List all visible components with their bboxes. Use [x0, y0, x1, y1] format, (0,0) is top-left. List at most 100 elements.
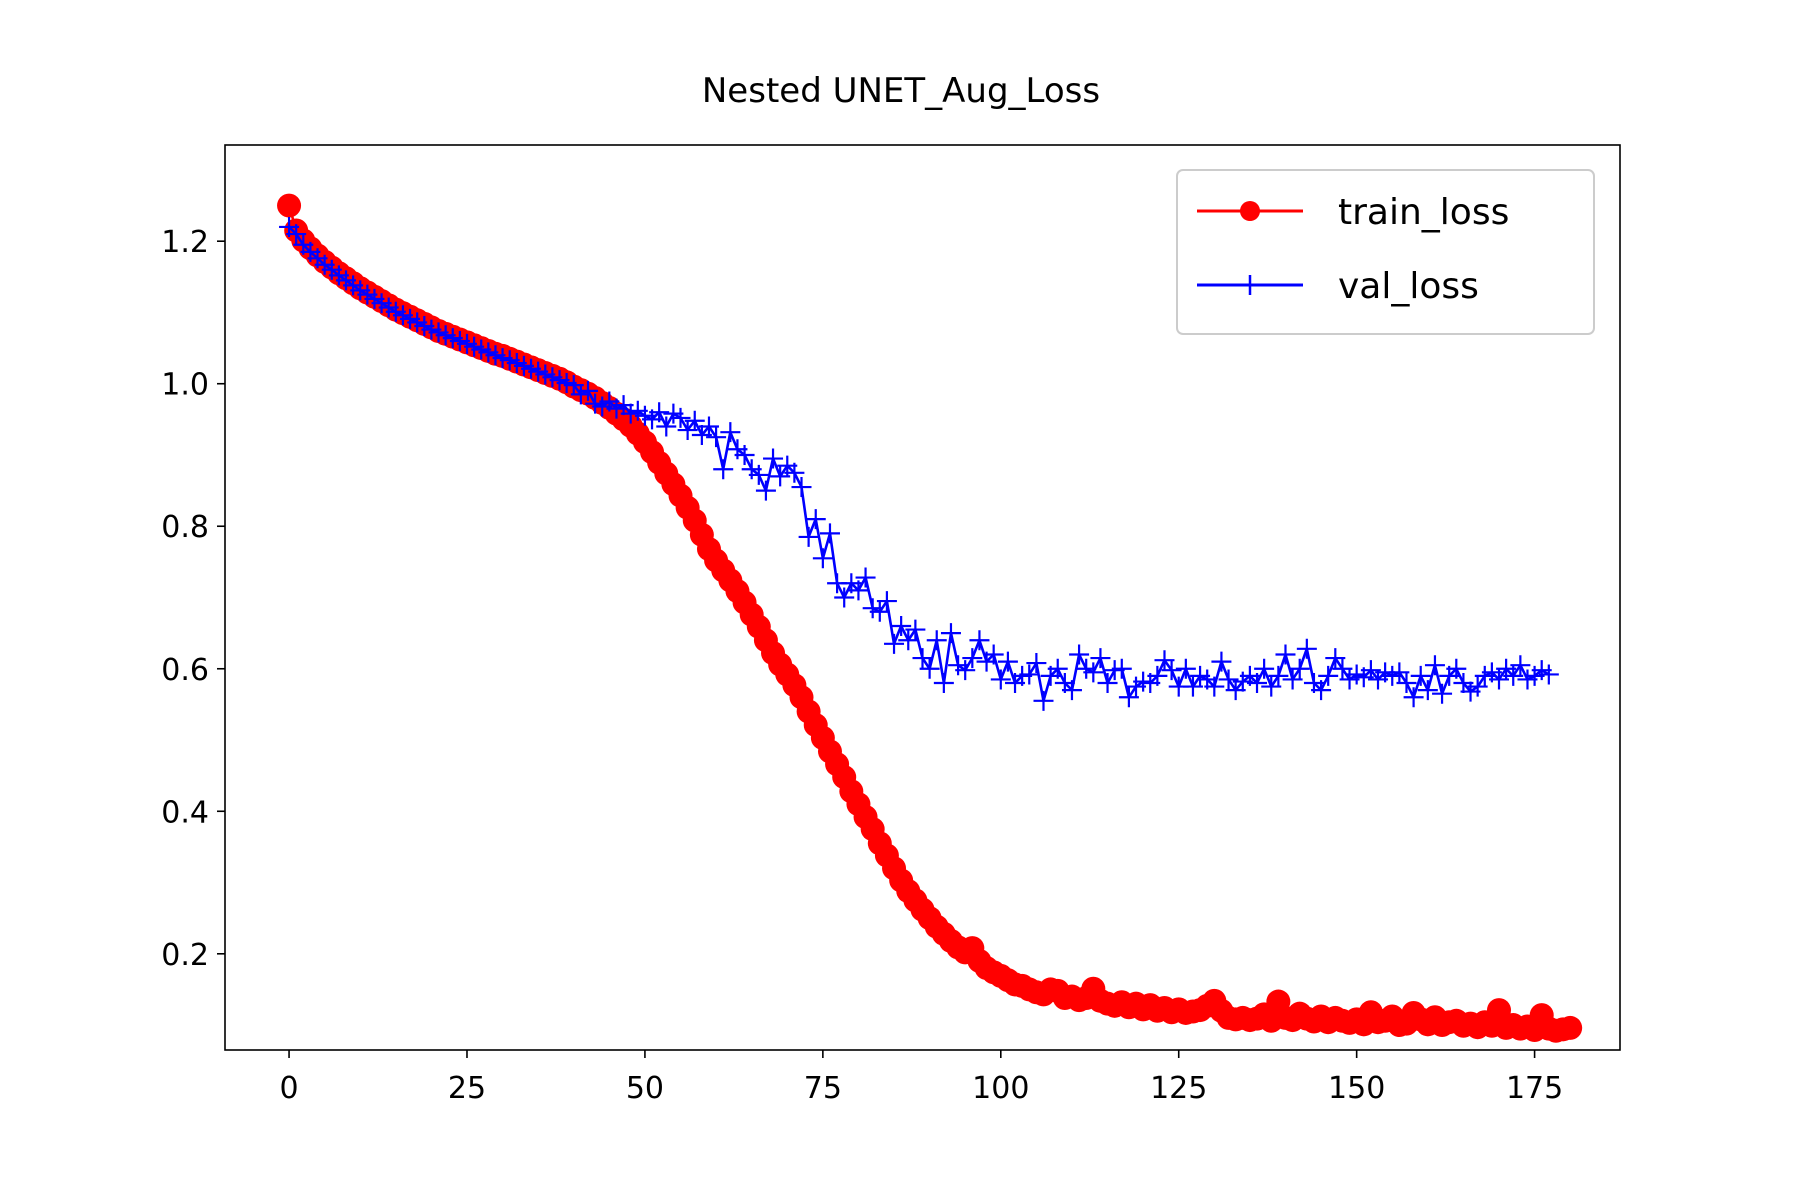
x-tick-label: 25: [448, 1071, 486, 1106]
val_loss-point: [1489, 669, 1510, 690]
val_loss-point: [912, 648, 933, 669]
val_loss-point: [1061, 680, 1082, 701]
val_loss-point: [1318, 665, 1339, 686]
val_loss-point: [1097, 673, 1118, 694]
val_loss-point: [1424, 655, 1445, 676]
val_loss-point: [990, 669, 1011, 690]
val_loss-point: [1432, 683, 1453, 704]
val_loss-point: [898, 630, 919, 651]
x-tick-label: 100: [972, 1071, 1029, 1106]
val_loss-point: [926, 630, 947, 651]
val_loss-point: [1254, 658, 1275, 679]
val_loss-point: [1275, 644, 1296, 665]
val_loss-point: [905, 619, 926, 640]
val_loss-point: [1467, 676, 1488, 697]
val_loss-point: [1282, 669, 1303, 690]
x-tick-label: 125: [1150, 1071, 1207, 1106]
val_loss-point: [1111, 658, 1132, 679]
y-tick-label: 0.6: [161, 653, 209, 688]
val_loss-point: [940, 623, 961, 644]
val_loss-point: [1175, 658, 1196, 679]
val_loss-point: [755, 480, 776, 501]
train_loss-point: [1558, 1015, 1583, 1040]
chart-title: Nested UNET_Aug_Loss: [702, 71, 1100, 111]
val_loss-point: [1538, 664, 1559, 685]
val_loss-point: [656, 416, 677, 437]
val_loss-point: [1503, 665, 1524, 686]
val_loss-point: [1204, 676, 1225, 697]
val_loss-point: [919, 658, 940, 679]
y-tick-label: 0.2: [161, 938, 209, 973]
val_loss-point: [649, 402, 670, 423]
val_loss-point: [891, 616, 912, 637]
val_loss-point: [1325, 648, 1346, 669]
val_loss-point: [1403, 687, 1424, 708]
x-axis-ticks: 0 25 50 75 100 125 150 175: [280, 1050, 1563, 1106]
x-tick-label: 150: [1328, 1071, 1385, 1106]
val_loss-point: [933, 673, 954, 694]
y-tick-label: 0.8: [161, 510, 209, 545]
val_loss-line: [288, 225, 1550, 703]
val_loss-point: [1047, 658, 1068, 679]
val_loss-point: [698, 416, 719, 437]
legend-train-marker-swatch: [1240, 201, 1260, 221]
val_loss-point: [983, 644, 1004, 665]
val_loss-point: [855, 567, 876, 588]
val_loss-point: [869, 601, 890, 622]
train-loss-series: [277, 193, 1583, 1043]
val_loss-point: [1446, 658, 1467, 679]
y-tick-label: 0.4: [161, 795, 209, 830]
val-loss-series: [279, 216, 1559, 711]
val_loss-point: [812, 548, 833, 569]
val_loss-point: [1261, 676, 1282, 697]
val_loss-point: [713, 459, 734, 480]
val_loss-point: [969, 630, 990, 651]
y-axis-ticks: 0.2 0.4 0.6 0.8 1.0 1.2: [161, 225, 225, 973]
val_loss-point: [1268, 665, 1289, 686]
x-tick-label: 50: [626, 1071, 664, 1106]
val_loss-point: [1417, 680, 1438, 701]
val_loss-point: [1311, 680, 1332, 701]
val_loss-point: [997, 651, 1018, 672]
val_loss-point: [286, 224, 307, 245]
legend: train_loss val_loss: [1176, 169, 1595, 335]
val_loss-point: [577, 380, 598, 401]
val_loss-point: [734, 444, 755, 465]
y-tick-label: 1.0: [161, 368, 209, 403]
val_loss-point: [1026, 653, 1047, 674]
val_loss-point: [798, 526, 819, 547]
val_loss-point: [1296, 638, 1317, 659]
val_loss-point: [784, 462, 805, 483]
x-tick-label: 75: [804, 1071, 842, 1106]
plot-area-frame: [224, 144, 1621, 1051]
val_loss-point: [1182, 676, 1203, 697]
val_loss-point: [819, 523, 840, 544]
val_loss-point: [1332, 658, 1353, 679]
y-tick-label: 1.2: [161, 225, 209, 260]
val_loss-point: [1069, 644, 1090, 665]
val_loss-point: [720, 422, 741, 443]
val_loss-point: [1218, 669, 1239, 690]
x-tick-label: 0: [280, 1071, 299, 1106]
val_loss-point: [1289, 658, 1310, 679]
val_loss-point: [1147, 665, 1168, 686]
val_loss-point: [1118, 687, 1139, 708]
val_loss-point: [670, 407, 691, 428]
val_loss-point: [1083, 662, 1104, 683]
legend-val-marker-swatch: [1240, 275, 1260, 295]
val_loss-point: [955, 660, 976, 681]
train_loss-point: [277, 193, 302, 218]
val_loss-point: [763, 448, 784, 469]
val_loss-point: [884, 633, 905, 654]
val_loss-point: [1510, 655, 1531, 676]
val_loss-point: [1389, 662, 1410, 683]
val_loss-point: [805, 509, 826, 530]
legend-val-label: val_loss: [1338, 266, 1479, 307]
val_loss-point: [770, 466, 791, 487]
x-tick-label: 175: [1506, 1071, 1563, 1106]
val_loss-point: [1211, 651, 1232, 672]
val_loss-point: [1033, 690, 1054, 711]
val_loss-point: [1019, 664, 1040, 685]
val_loss-point: [1090, 648, 1111, 669]
